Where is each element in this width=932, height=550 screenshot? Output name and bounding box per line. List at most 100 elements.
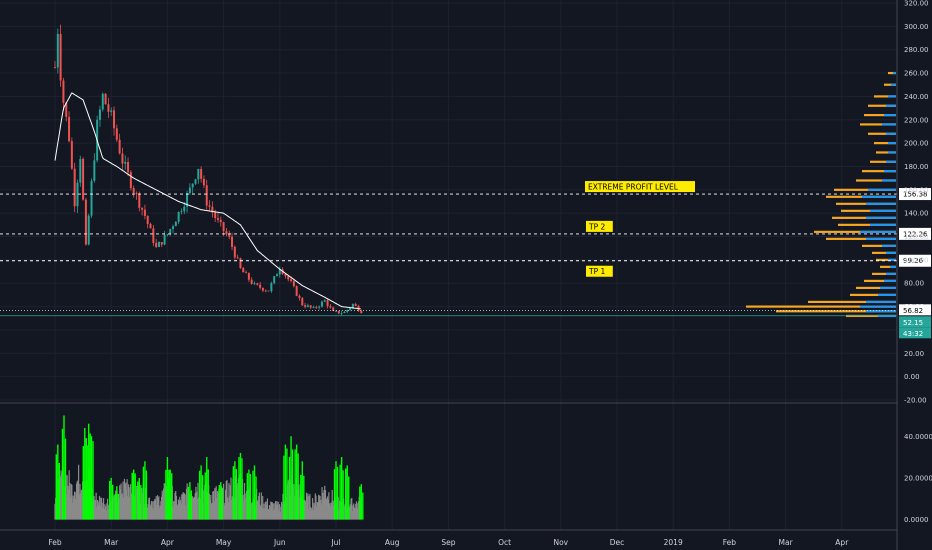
- volume-profile-bar-orange: [856, 179, 896, 182]
- volume-bar-highlight: [187, 486, 190, 520]
- volume-bar: [170, 498, 172, 520]
- volume-profile-bar-orange: [746, 305, 896, 308]
- volume-bar: [305, 500, 307, 520]
- time-axis-tick-label: Oct: [498, 538, 511, 547]
- volume-bar-highlight: [303, 475, 305, 520]
- volume-bar-highlight: [63, 415, 65, 520]
- volume-bar: [314, 493, 316, 520]
- volume-bar: [214, 488, 216, 520]
- candle-body: [326, 300, 329, 307]
- price-axis-tick-label: 280.00: [904, 46, 929, 54]
- volume-bar: [154, 499, 157, 520]
- volume-bar-highlight: [198, 470, 201, 520]
- candle-body: [354, 303, 357, 306]
- candle-body: [273, 276, 276, 284]
- time-axis[interactable]: Feb Mar Apr May Jun Jul Aug Sep Oct Nov Dec 2019 Feb…: [48, 538, 849, 547]
- volume-profile-bar-orange: [874, 142, 896, 145]
- volume-bar: [325, 498, 327, 520]
- volume-bar: [127, 484, 130, 520]
- volume-bar: [151, 507, 153, 520]
- volume-profile-bar-blue: [891, 83, 896, 86]
- candle-body: [231, 236, 234, 247]
- level-value-tag: [899, 188, 931, 201]
- volume-bar: [73, 491, 76, 520]
- volume-bar: [81, 489, 83, 520]
- volume-axis-tick-label: 40.0000: [904, 433, 932, 441]
- candle-body: [320, 301, 323, 307]
- volume-bar: [160, 496, 163, 520]
- volume-bar: [160, 501, 162, 520]
- candle-body: [101, 93, 104, 110]
- volume-bar: [274, 501, 277, 520]
- candle-body: [149, 223, 152, 229]
- volume-bar: [183, 492, 185, 520]
- volume-bar: [359, 501, 362, 520]
- price-axis[interactable]: 320.00 300.00 280.00 260.00 240.00 220.00 200.…: [904, 0, 929, 405]
- volume-bar: [129, 497, 131, 520]
- volume-bar-highlight: [286, 448, 288, 520]
- volume-bar: [162, 488, 165, 520]
- candle-body: [62, 80, 65, 103]
- volume-bar-highlight: [359, 486, 361, 520]
- volume-bar: [273, 503, 275, 520]
- candle-body: [236, 257, 239, 259]
- volume-profile-bar-blue: [880, 286, 896, 290]
- volume-bar: [150, 504, 152, 520]
- volume-bar: [316, 502, 318, 520]
- volume-bar: [198, 497, 200, 520]
- candle-body: [141, 207, 144, 210]
- moving-average-line: [54, 92, 361, 310]
- volume-bar: [149, 506, 151, 520]
- volume-bar: [280, 506, 282, 520]
- price-axis-tick-label: 300.00: [904, 23, 929, 31]
- volume-bar: [211, 503, 213, 520]
- volume-bar: [75, 483, 78, 520]
- volume-bar: [278, 504, 281, 520]
- volume-profile-bar-orange: [864, 279, 896, 282]
- volume-bar: [71, 502, 74, 520]
- volume-bar: [254, 506, 256, 520]
- volume-bar: [309, 506, 312, 520]
- volume-histogram: [54, 415, 364, 520]
- candle-body: [242, 268, 245, 273]
- volume-bar: [150, 501, 153, 520]
- volume-bar: [272, 510, 275, 520]
- volume-bar: [156, 495, 159, 520]
- time-axis-tick-label: Jun: [273, 538, 286, 547]
- volume-bar: [311, 509, 313, 520]
- volume-bar: [103, 509, 105, 520]
- price-axis-tick-label: 200.00: [904, 140, 929, 148]
- volume-bar: [275, 504, 277, 520]
- volume-bar: [212, 491, 214, 520]
- candle-body: [157, 242, 160, 247]
- volume-bar-highlight: [340, 457, 343, 520]
- time-axis-tick-label: Jul: [330, 538, 340, 547]
- volume-bar-highlight: [204, 472, 206, 520]
- volume-bar: [128, 487, 130, 520]
- volume-profile-bar-orange: [832, 216, 896, 219]
- volume-profile-bar-blue: [886, 132, 896, 135]
- volume-bar: [76, 481, 78, 520]
- volume-bar: [113, 496, 115, 520]
- candle-body: [107, 104, 110, 112]
- volume-bar: [299, 497, 301, 520]
- time-axis-tick-label: Dec: [610, 538, 625, 547]
- volume-bar: [217, 492, 219, 520]
- volume-bar: [66, 475, 68, 520]
- candle-body: [194, 179, 197, 184]
- volume-bar: [268, 509, 270, 520]
- volume-bar: [164, 483, 166, 520]
- volume-bar: [223, 505, 225, 520]
- candle-body: [163, 234, 166, 245]
- volume-bar: [272, 503, 274, 520]
- volume-bar: [178, 501, 180, 520]
- candle-body: [245, 272, 248, 274]
- volume-bar: [65, 494, 68, 520]
- volume-profile-bar-blue: [866, 216, 896, 219]
- price-axis-tick-label: 100.00: [904, 256, 929, 264]
- level-value-text: 122.26: [903, 230, 928, 238]
- volume-axis[interactable]: 40.0000 20.0000 0.0000: [904, 433, 932, 524]
- volume-bar: [158, 508, 161, 520]
- volume-bar: [220, 486, 223, 520]
